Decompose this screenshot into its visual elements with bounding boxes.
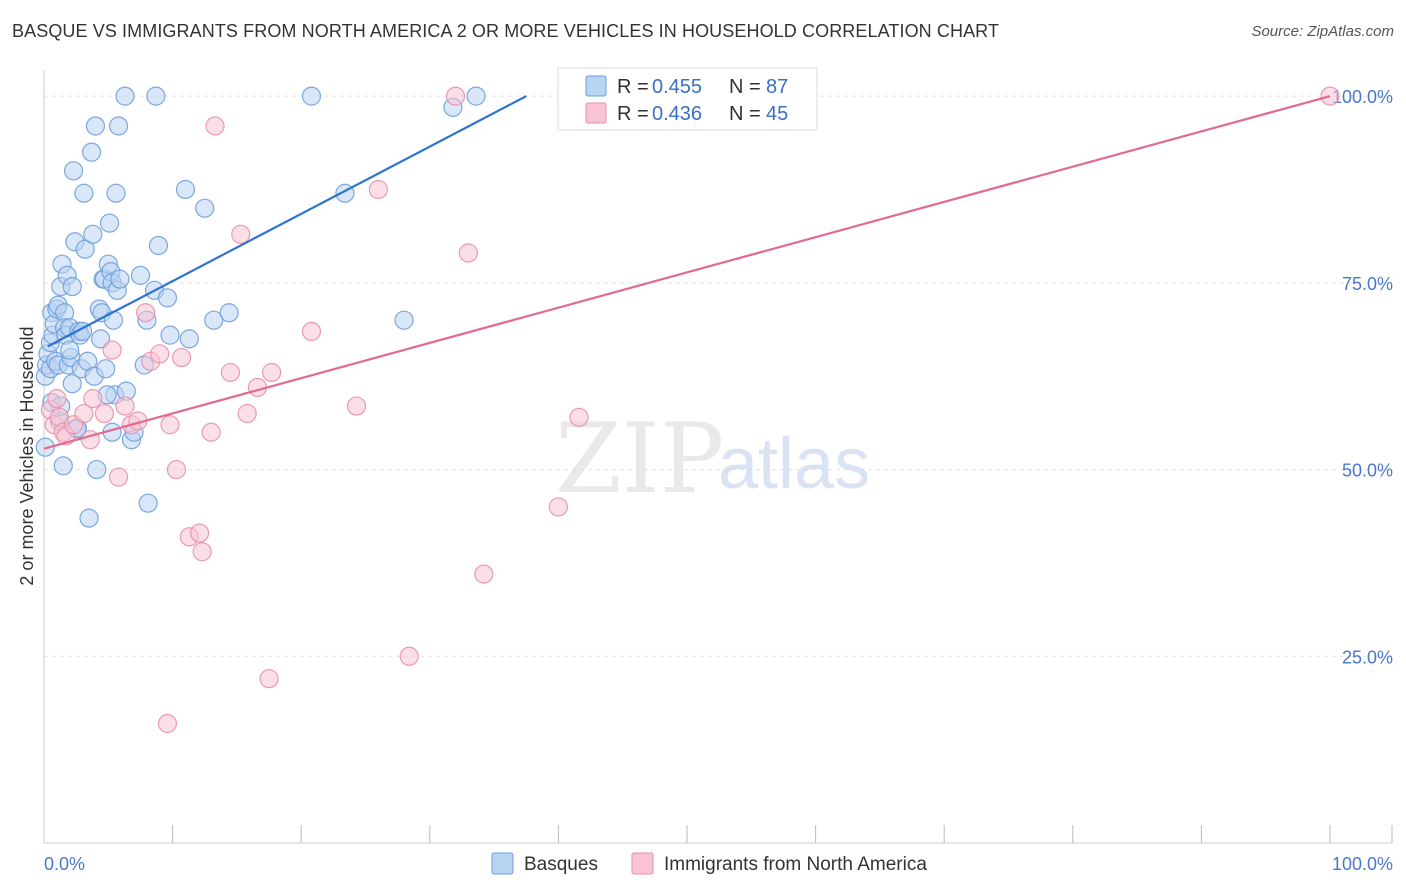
immigrant-point <box>172 347 192 368</box>
immigrant-point <box>192 542 212 562</box>
immigrant-point <box>190 523 210 543</box>
correlation-legend: R = 0.455 N = 87 R = 0.436 N = 45 <box>557 67 818 131</box>
watermark-atlas: atlas <box>718 424 870 504</box>
immigrant-point <box>47 389 67 409</box>
immigrant-point <box>548 497 569 517</box>
basque-point <box>160 325 180 345</box>
immigrant-point <box>160 415 180 435</box>
basque-point <box>138 493 158 513</box>
basque-point <box>130 265 151 285</box>
basque-point <box>62 374 82 394</box>
basque-point <box>96 359 116 379</box>
basque-point <box>148 235 169 256</box>
legend-n-label-immigrants: N = <box>729 103 761 125</box>
basque-point <box>35 437 55 457</box>
legend-n-value-basques: 87 <box>766 76 788 98</box>
immigrant-point <box>569 407 589 427</box>
basque-point <box>87 459 107 480</box>
legend-r-value-immigrants: 0.436 <box>652 103 702 125</box>
immigrant-point <box>102 340 122 360</box>
immigrant-point <box>262 362 282 383</box>
chart-source: Source: ZipAtlas.com <box>1251 23 1394 40</box>
basque-point <box>110 269 130 289</box>
legend-n-label-basques: N = <box>729 76 761 98</box>
immigrant-point <box>205 116 225 136</box>
basque-point <box>466 86 486 106</box>
basque-point <box>219 303 239 323</box>
basque-point <box>103 310 124 330</box>
basque-point <box>79 508 99 528</box>
basque-point <box>204 310 224 330</box>
immigrant-point <box>220 362 241 383</box>
legend-r-label-basques: R = <box>617 76 649 98</box>
basque-point <box>99 213 120 233</box>
immigrant-point <box>474 564 494 584</box>
y-axis-label: 2 or more Vehicles in Household <box>17 326 37 585</box>
basque-point <box>179 329 199 349</box>
trend-layer <box>43 95 1331 450</box>
y-tick-label: 50.0% <box>1342 461 1393 481</box>
immigrant-point <box>150 344 170 364</box>
bottom-legend-label-immigrants: Immigrants from North America <box>664 854 927 875</box>
x-tick-label: 0.0% <box>44 854 85 874</box>
basque-point <box>175 179 196 200</box>
immigrant-point <box>83 389 103 409</box>
legend-n-value-immigrants: 45 <box>766 103 788 125</box>
basque-point <box>195 198 215 218</box>
basque-point <box>74 183 94 203</box>
watermark: ZIP atlas <box>555 403 870 515</box>
basque-point <box>157 288 178 308</box>
grid-layer <box>44 95 1392 657</box>
basque-point <box>108 116 129 136</box>
immigrant-point <box>399 646 419 666</box>
bottom-legend: Basques Immigrants from North America <box>491 852 927 875</box>
basque-point <box>63 161 84 181</box>
bottom-legend-swatch-immigrants <box>631 852 654 875</box>
immigrant-point <box>346 396 367 416</box>
immigrant-point <box>458 243 478 263</box>
x-tick-label: 100.0% <box>1332 854 1393 874</box>
immigrant-point <box>301 321 322 342</box>
immigrant-point <box>259 669 279 689</box>
y-tick-label: 75.0% <box>1342 274 1393 294</box>
immigrant-point <box>231 224 251 244</box>
immigrant-point <box>166 459 187 480</box>
bottom-legend-swatch-basques <box>491 852 514 875</box>
basque-point <box>146 86 166 106</box>
immigrant-point <box>115 396 135 416</box>
legend-r-label-immigrants: R = <box>617 103 649 125</box>
basque-point <box>85 116 106 136</box>
legend-swatch-basques <box>585 75 607 97</box>
immigrant-point <box>74 403 94 424</box>
immigrant-point <box>157 713 178 734</box>
basque-point <box>62 276 82 297</box>
legend-swatch-immigrants <box>585 102 607 124</box>
basque-trend-line <box>47 95 527 348</box>
immigrant-point <box>237 403 257 424</box>
immigrant-point <box>135 303 156 323</box>
basque-point <box>394 310 414 330</box>
immigrant-trend-line <box>43 95 1331 450</box>
basque-point <box>106 183 126 203</box>
basque-point <box>75 239 95 259</box>
immigrant-point <box>445 86 466 106</box>
legend-r-value-basques: 0.455 <box>652 76 702 98</box>
y-tick-label: 100.0% <box>1332 87 1393 107</box>
basque-point <box>83 224 103 244</box>
immigrant-point <box>368 179 388 200</box>
y-tick-label: 25.0% <box>1342 647 1393 667</box>
basque-point <box>90 329 111 349</box>
basque-point <box>115 86 135 106</box>
basque-point <box>60 340 80 360</box>
immigrant-point <box>94 403 115 424</box>
chart-title: BASQUE VS IMMIGRANTS FROM NORTH AMERICA … <box>12 21 1000 41</box>
basque-point <box>53 456 73 476</box>
points-layer <box>35 86 1340 734</box>
immigrant-point <box>201 422 221 442</box>
immigrant-point <box>108 467 129 487</box>
bottom-legend-label-basques: Basques <box>524 854 598 875</box>
basque-point <box>81 142 102 162</box>
basque-point <box>301 86 322 106</box>
